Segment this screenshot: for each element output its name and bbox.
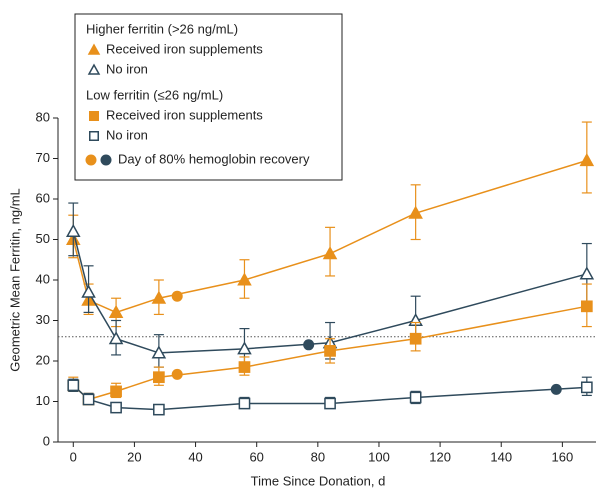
data-point	[324, 345, 336, 357]
data-point	[579, 152, 595, 167]
legend-marker	[100, 154, 112, 166]
y-axis-label: Geometric Mean Ferritin, ng/mL	[7, 188, 22, 372]
data-point	[238, 361, 251, 373]
data-point	[108, 331, 124, 345]
data-point	[409, 391, 422, 404]
legend-box	[74, 13, 343, 181]
data-point	[67, 379, 80, 392]
data-point	[110, 401, 122, 414]
data-point	[324, 397, 336, 410]
y-tick-label: 70	[36, 150, 50, 165]
data-point	[408, 205, 423, 219]
legend-marker	[85, 154, 97, 166]
data-point	[151, 290, 167, 304]
x-axis-label: Time Since Donation, d	[251, 473, 386, 488]
data-point	[579, 266, 595, 280]
legend-label: Day of 80% hemoglobin recovery	[118, 151, 310, 166]
data-point	[237, 341, 252, 355]
data-point	[409, 332, 422, 345]
y-tick-label: 60	[36, 190, 50, 205]
recovery-point	[171, 368, 183, 380]
data-point	[66, 223, 81, 237]
x-tick-label: 120	[429, 449, 451, 464]
y-tick-label: 80	[36, 109, 50, 124]
data-point	[81, 284, 96, 298]
data-point	[237, 272, 252, 286]
y-tick-label: 0	[43, 433, 50, 448]
legend-label: Received iron supplements	[106, 41, 263, 56]
data-point	[153, 371, 165, 384]
data-point	[82, 393, 95, 406]
data-point	[108, 304, 124, 318]
x-tick-label: 140	[490, 449, 512, 464]
x-tick-label: 0	[70, 449, 77, 464]
legend-group-title: Higher ferritin (>26 ng/mL)	[86, 21, 238, 36]
legend-marker	[87, 43, 101, 55]
x-tick-label: 80	[311, 449, 325, 464]
recovery-point	[171, 290, 183, 302]
series-line	[72, 231, 588, 354]
data-point	[151, 345, 167, 359]
data-point	[580, 300, 593, 313]
recovery-point	[550, 383, 562, 395]
y-tick-label: 20	[36, 352, 50, 367]
data-point	[153, 403, 165, 416]
y-tick-label: 10	[36, 393, 50, 408]
legend-marker	[89, 111, 99, 121]
x-tick-label: 40	[188, 449, 202, 464]
x-tick-label: 160	[552, 449, 574, 464]
data-point	[322, 246, 338, 260]
legend-marker	[87, 63, 101, 75]
recovery-point	[303, 339, 315, 351]
data-point	[580, 381, 593, 394]
legend-label: Received iron supplements	[106, 107, 263, 122]
data-point	[238, 397, 251, 410]
y-tick-label: 40	[36, 271, 50, 286]
legend-label: No iron	[106, 61, 148, 76]
x-tick-label: 20	[127, 449, 141, 464]
x-tick-label: 60	[249, 449, 263, 464]
x-tick-label: 100	[368, 449, 390, 464]
data-point	[110, 385, 122, 398]
y-tick-label: 50	[36, 231, 50, 246]
legend-group-title: Low ferritin (≤26 ng/mL)	[86, 87, 223, 102]
y-tick-label: 30	[36, 312, 50, 327]
legend-label: No iron	[106, 127, 148, 142]
legend-marker	[89, 131, 99, 141]
